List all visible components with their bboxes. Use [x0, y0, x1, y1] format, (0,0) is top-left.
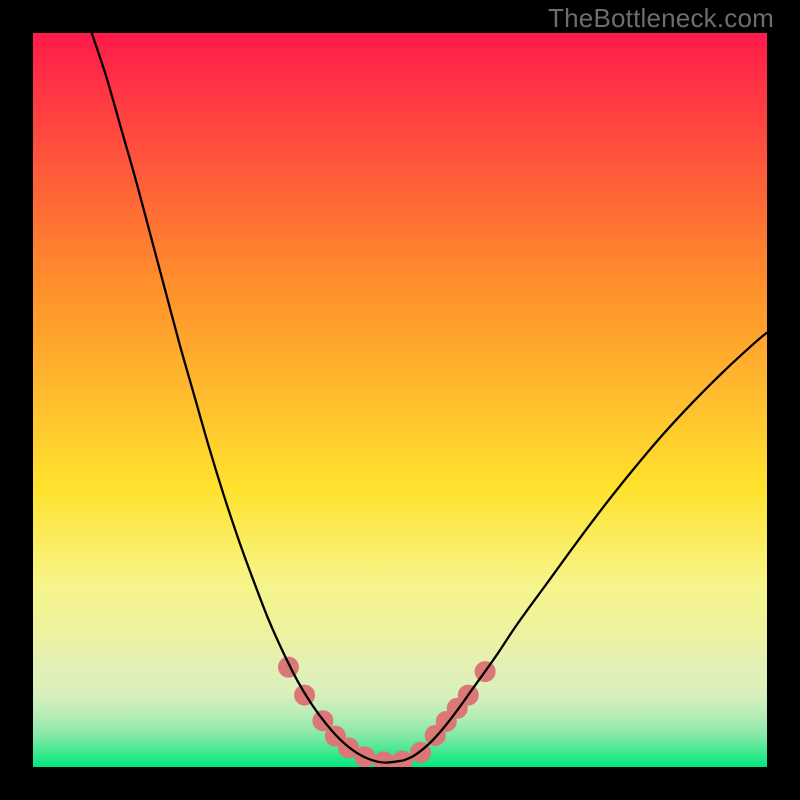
marker-dot [278, 657, 298, 677]
stage: TheBottleneck.com [0, 0, 800, 800]
plot-area [33, 33, 767, 767]
curves-layer [33, 33, 767, 767]
line-marker-dots [278, 657, 495, 767]
marker-dot [374, 752, 394, 767]
watermark-text: TheBottleneck.com [548, 3, 774, 34]
curve-left [92, 33, 404, 763]
